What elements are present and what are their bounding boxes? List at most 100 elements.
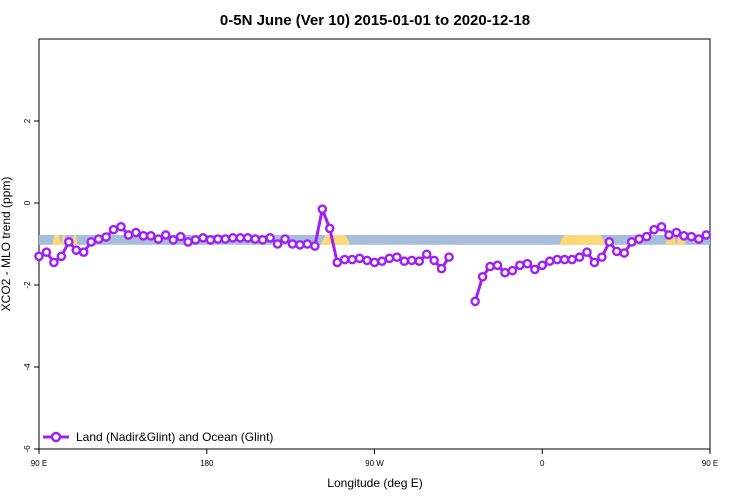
data-point-0-1-19 xyxy=(612,246,622,257)
data-point-0-1-23 xyxy=(641,231,652,242)
data-point-0-0-42 xyxy=(347,254,357,265)
data-point-0-1-30 xyxy=(694,234,704,244)
land-segment-3 xyxy=(320,234,351,245)
x-axis-label: Longitude (deg E) xyxy=(327,476,422,490)
data-point-0-0-30 xyxy=(257,235,268,245)
data-point-0-0-41 xyxy=(339,254,350,265)
y-tick-label-4: 2 xyxy=(23,118,32,123)
data-point-0-1-6 xyxy=(515,260,525,271)
data-point-0-0-24 xyxy=(213,234,223,244)
y-tick-label-2: -2 xyxy=(23,281,32,289)
data-point-0-0-33 xyxy=(280,234,290,244)
data-point-0-1-4 xyxy=(500,267,510,278)
data-point-0-0-1 xyxy=(41,247,52,257)
data-point-0-0-2 xyxy=(49,257,59,268)
data-point-0-1-27 xyxy=(671,227,682,238)
land-segment-4 xyxy=(559,234,606,245)
data-point-0-0-34 xyxy=(287,239,298,249)
legend-marker xyxy=(50,431,62,443)
chart-title: 0-5N June (Ver 10) 2015-01-01 to 2020-12… xyxy=(220,12,530,29)
data-point-0-1-28 xyxy=(679,230,689,241)
y-tick-label-3: 0 xyxy=(23,200,32,205)
data-point-0-0-8 xyxy=(93,234,104,244)
x-tick-label-3: 0 xyxy=(540,459,545,468)
data-point-0-0-35 xyxy=(295,240,305,250)
data-point-0-0-7 xyxy=(86,237,96,247)
data-point-0-1-29 xyxy=(686,231,697,242)
ocean-band xyxy=(39,234,710,245)
y-axis-label: XCO2 - MLO trend (ppm) xyxy=(0,177,13,312)
data-point-0-0-31 xyxy=(265,233,275,243)
data-point-0-1-7 xyxy=(522,258,533,269)
data-point-0-0-0 xyxy=(34,251,44,262)
data-point-0-1-31 xyxy=(701,230,712,240)
land-segment-0 xyxy=(52,234,62,245)
data-point-0-0-55 xyxy=(444,252,454,262)
data-point-0-1-0 xyxy=(470,296,480,307)
data-point-0-0-18 xyxy=(168,235,178,245)
data-point-0-0-27 xyxy=(235,233,246,243)
data-point-0-0-39 xyxy=(324,223,335,234)
data-point-0-0-21 xyxy=(190,235,201,245)
data-point-0-0-5 xyxy=(71,245,82,255)
data-point-0-0-23 xyxy=(205,235,216,245)
data-point-0-0-9 xyxy=(101,232,111,242)
data-point-0-1-9 xyxy=(537,260,548,271)
data-point-0-1-12 xyxy=(559,254,570,265)
data-point-0-1-18 xyxy=(604,237,615,247)
data-point-0-0-36 xyxy=(302,239,313,249)
data-point-0-1-20 xyxy=(619,248,630,258)
data-point-0-1-11 xyxy=(552,254,562,265)
legend-label: Land (Nadir&Glint) and Ocean (Glint) xyxy=(76,430,273,444)
data-point-0-0-50 xyxy=(406,255,417,266)
data-point-0-1-3 xyxy=(492,260,503,271)
data-point-0-0-20 xyxy=(183,237,193,247)
data-point-0-0-25 xyxy=(220,234,231,244)
data-point-0-0-14 xyxy=(138,230,149,241)
x-tick-label-0: 90 E xyxy=(31,459,47,468)
data-point-0-0-43 xyxy=(354,253,365,264)
x-axis: 90 E 180 90 W 0 90 E xyxy=(31,449,718,468)
data-point-0-0-3 xyxy=(56,251,67,262)
y-tick-label-1: -4 xyxy=(23,363,32,371)
data-point-0-1-8 xyxy=(529,264,540,275)
data-point-0-0-26 xyxy=(228,233,238,243)
data-point-0-1-21 xyxy=(626,237,637,247)
data-point-0-0-29 xyxy=(250,234,261,244)
data-point-0-0-44 xyxy=(362,255,372,266)
data-point-0-1-14 xyxy=(574,252,585,262)
x-tick-label-2: 90 W xyxy=(365,459,384,468)
marker-layer xyxy=(34,204,712,307)
y-tick-label-0: -6 xyxy=(23,445,32,453)
data-point-0-0-48 xyxy=(392,252,402,262)
data-point-0-0-13 xyxy=(131,227,141,238)
data-point-0-1-25 xyxy=(656,221,667,232)
data-point-0-0-54 xyxy=(436,263,447,274)
data-point-0-1-1 xyxy=(477,271,488,282)
land-segment-2 xyxy=(72,234,78,245)
data-point-0-1-15 xyxy=(582,247,592,257)
data-point-0-0-47 xyxy=(384,253,395,264)
data-point-0-0-12 xyxy=(123,230,134,240)
data-point-0-0-53 xyxy=(429,255,439,266)
data-point-0-0-22 xyxy=(198,233,208,243)
data-point-0-0-10 xyxy=(108,224,119,235)
data-point-0-0-49 xyxy=(399,256,410,267)
data-point-0-1-2 xyxy=(485,261,495,272)
data-point-0-1-24 xyxy=(649,224,659,235)
data-point-0-0-28 xyxy=(242,233,253,243)
data-point-0-0-51 xyxy=(414,256,425,267)
data-point-0-0-45 xyxy=(369,257,380,268)
data-point-0-0-6 xyxy=(78,247,89,257)
legend: Land (Nadir&Glint) and Ocean (Glint) xyxy=(43,430,273,444)
data-point-0-1-26 xyxy=(664,230,674,240)
data-point-0-1-16 xyxy=(589,257,600,268)
data-point-0-1-17 xyxy=(597,252,607,262)
data-point-0-0-46 xyxy=(377,256,387,267)
data-point-0-0-4 xyxy=(64,237,74,247)
data-point-0-0-11 xyxy=(116,221,126,232)
data-point-0-0-40 xyxy=(332,257,343,268)
data-point-0-0-19 xyxy=(175,231,186,242)
data-point-0-0-17 xyxy=(160,230,171,240)
